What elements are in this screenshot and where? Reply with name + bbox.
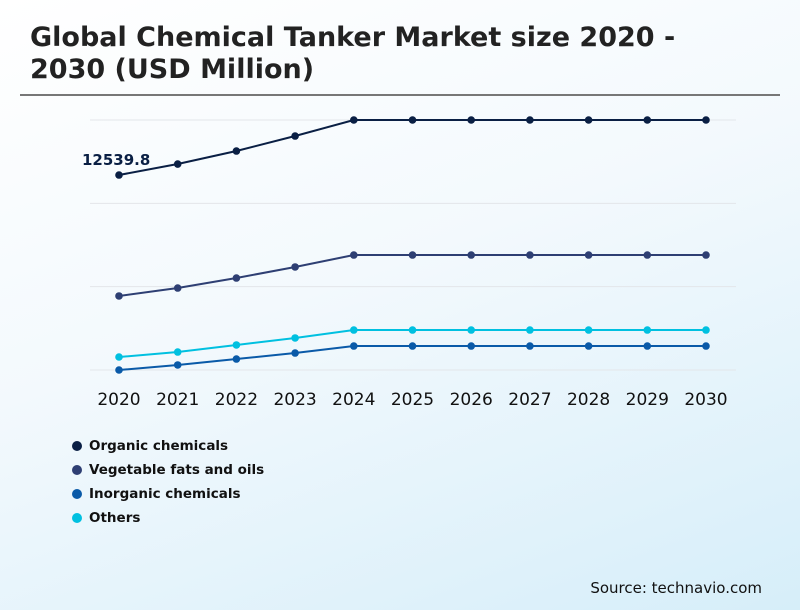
x-tick-label: 2022 [215,390,258,410]
data-point [115,292,123,300]
data-point [584,342,593,350]
legend-label: Inorganic chemicals [89,486,241,502]
x-tick-label: 2030 [684,390,727,410]
title-divider [20,94,780,96]
data-point [467,326,476,334]
data-point [702,342,710,350]
legend-item: Organic chemicals [72,434,264,458]
data-point [643,326,652,334]
legend-label: Others [89,510,141,526]
data-point [643,342,652,350]
x-tick-label: 2026 [450,390,493,410]
data-point [232,147,241,155]
data-point [291,263,299,271]
data-point [526,342,534,350]
x-tick-label: 2023 [273,390,316,410]
data-point [115,171,123,179]
data-point [291,349,299,357]
data-point [584,116,593,124]
data-point [643,251,652,259]
source-text: Source: technavio.com [590,579,762,597]
data-point [526,326,534,334]
legend-marker-icon [72,465,82,475]
data-point [584,251,593,259]
legend-label: Vegetable fats and oils [89,462,265,478]
x-tick-label: 2021 [156,390,199,410]
chart-title: Global Chemical Tanker Market size 2020 … [30,22,676,85]
data-point [115,366,123,374]
series-line [118,254,706,297]
data-point [173,361,182,369]
x-tick-label: 2024 [332,390,375,410]
data-point [702,251,710,259]
data-point [467,342,476,350]
data-point [702,326,710,334]
data-point [350,116,358,124]
data-point [291,132,299,140]
x-tick-label: 2029 [626,390,669,410]
data-point [467,251,476,259]
legend-item: Vegetable fats and oils [72,458,264,482]
data-point [408,342,417,350]
data-point [115,353,123,361]
legend: Organic chemicals Vegetable fats and oils… [72,434,264,530]
data-point [173,348,182,356]
data-point [702,116,710,124]
x-tick-label: 2028 [567,390,610,410]
data-point [232,355,241,363]
data-point [350,251,358,259]
legend-marker-icon [72,489,82,499]
data-point [526,251,534,259]
data-point [408,251,417,259]
data-point [408,326,417,334]
series-line [118,119,706,176]
data-point [232,274,241,282]
data-point [173,284,182,292]
data-point [408,116,417,124]
legend-marker-icon [72,513,82,523]
data-point [350,342,358,350]
data-point [173,160,182,168]
data-point [526,116,534,124]
legend-label: Organic chemicals [89,438,229,454]
data-point [291,334,299,342]
data-label: 12539.8 [82,151,150,169]
data-point [584,326,593,334]
x-tick-label: 2025 [391,390,434,410]
data-point [350,326,358,334]
data-point [467,116,476,124]
data-point [643,116,652,124]
legend-item: Inorganic chemicals [72,482,264,506]
legend-item: Others [72,506,264,530]
x-tick-label: 2027 [508,390,551,410]
x-tick-label: 2020 [97,390,140,410]
legend-marker-icon [72,441,82,451]
data-point [232,341,241,349]
